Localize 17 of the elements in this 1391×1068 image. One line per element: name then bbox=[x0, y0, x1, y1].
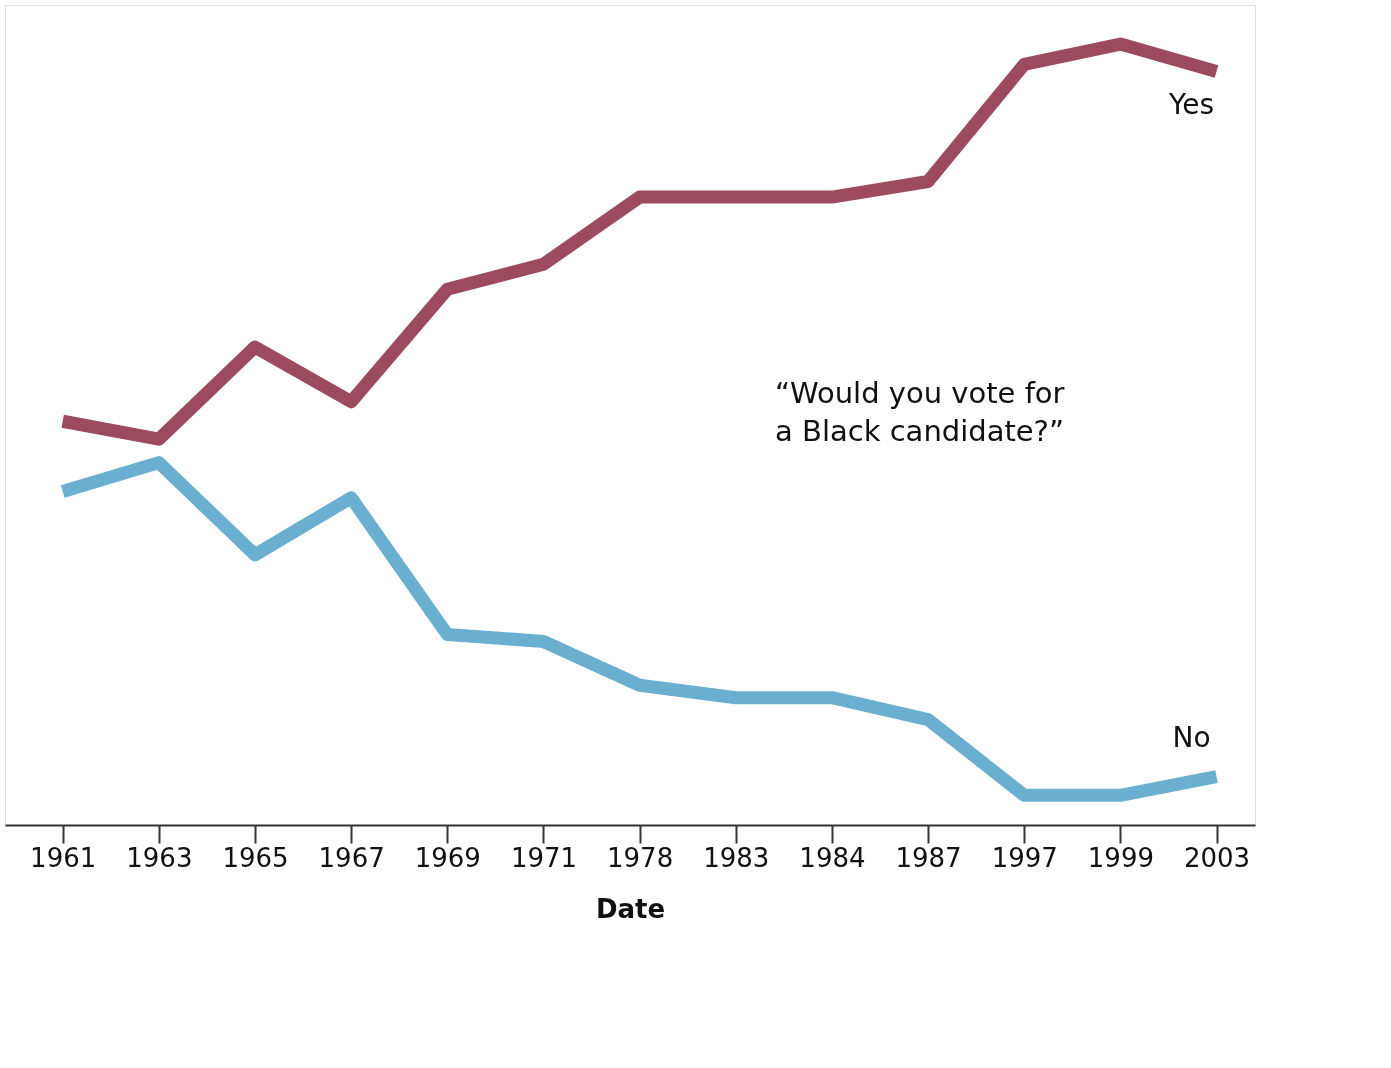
x-tick-label: 2003 bbox=[1183, 842, 1251, 873]
series-label: Yes bbox=[1167, 88, 1215, 122]
x-tick-label: 1987 bbox=[895, 842, 962, 873]
x-axis-title: Date bbox=[595, 893, 666, 924]
series-label: No bbox=[1172, 720, 1211, 754]
x-tick-label: 1983 bbox=[703, 842, 770, 873]
x-tick-label: 1969 bbox=[414, 842, 481, 873]
x-tick-label: 1978 bbox=[607, 842, 674, 873]
x-tick-label: 1961 bbox=[30, 842, 97, 873]
annotation: “Would you vote for a Black candidate?” bbox=[775, 376, 1065, 448]
x-tick-label: 1984 bbox=[799, 842, 866, 873]
x-tick-label: 1997 bbox=[991, 842, 1058, 873]
x-tick-label: 1999 bbox=[1087, 842, 1154, 873]
x-tick-label: 1963 bbox=[126, 842, 193, 873]
x-tick-label: 1971 bbox=[510, 842, 578, 873]
x-tick-label: 1965 bbox=[222, 842, 289, 873]
x-tick-label: 1967 bbox=[318, 842, 385, 873]
